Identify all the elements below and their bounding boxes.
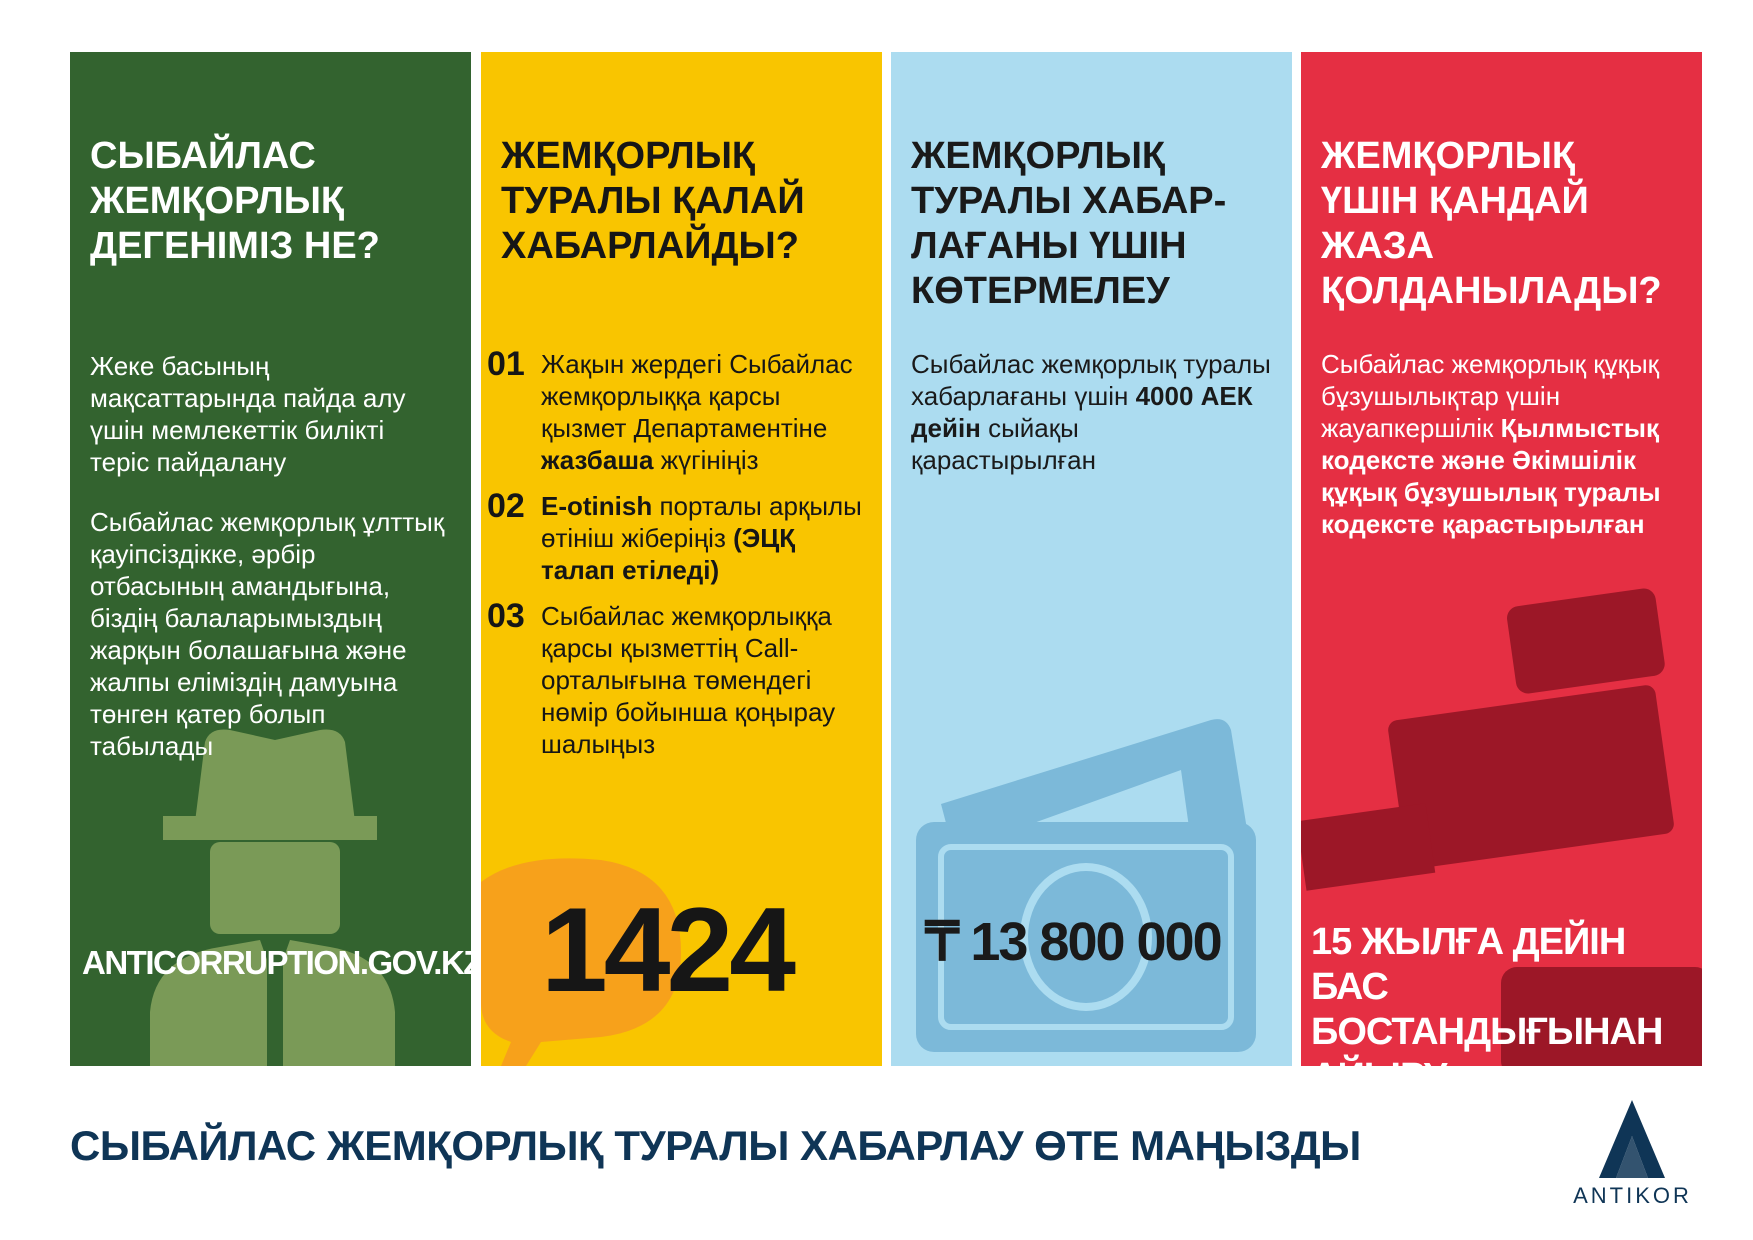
- money-illustration: [916, 719, 1256, 1052]
- title-line: ХАБАРЛАЙДЫ?: [501, 225, 799, 267]
- step: 01 Жақын жердегі Сыбайлас жемқорлыққа қа…: [487, 345, 872, 476]
- body-text: сыйақы қарастырылған: [911, 413, 1096, 475]
- step-text: Жақын жердегі Сыбайлас жемқорлыққа қарсы…: [541, 349, 853, 443]
- step: 02 E-otinish порталы арқылы өтініш жібер…: [487, 487, 872, 586]
- column: ЖЕМҚОРЛЫҚ ҮШІН ҚАНДАЙ ЖАЗА ҚОЛДАНЫЛАДЫ? …: [1301, 52, 1702, 1066]
- column: ЖЕМҚОРЛЫҚ ТУРАЛЫ ХАБАР- ЛАҒАНЫ ҮШІН КӨТЕ…: [891, 52, 1292, 1066]
- body-text: Сыбайлас жемқорлық құқық бұзушылықтар үш…: [1321, 349, 1659, 443]
- column-title: СЫБАЙЛАС ЖЕМҚОРЛЫҚ ДЕГЕНІМІЗ НЕ?: [90, 134, 380, 269]
- title-line: ЖЕМҚОРЛЫҚ: [911, 135, 1166, 177]
- phone-number[interactable]: 1424: [541, 883, 796, 1017]
- body-text-bold: 4000 АЕК дейін: [911, 381, 1253, 443]
- title-line: ЛАҒАНЫ ҮШІН: [911, 225, 1187, 267]
- title-line: ҚОЛДАНЫЛАДЫ?: [1321, 270, 1662, 312]
- penalty: 15 ЖЫЛҒА ДЕЙІН БАС БОСТАНДЫҒЫНАН АЙЫРУ: [1311, 921, 1663, 1066]
- body-text: Сыбайлас жемқорлық туралы хабарлағаны үш…: [911, 349, 1271, 411]
- step: 03 Сыбайлас жемқорлыққа қарсы қызметтің …: [487, 597, 872, 760]
- reward-amount: ₸ 13 800 000: [925, 912, 1223, 972]
- step-text: порталы арқылы өтініш жіберіңіз: [541, 491, 862, 553]
- title-line: ДЕГЕНІМІЗ НЕ?: [90, 225, 380, 267]
- paragraph: Сыбайлас жемқорлық ұлттық қауіпсіздікке,…: [90, 507, 445, 761]
- step-text-bold: жазбаша: [541, 445, 654, 475]
- bubble-illustration: [481, 858, 681, 1066]
- logo-text: ANTIKOR: [1573, 1183, 1692, 1208]
- column-title: ЖЕМҚОРЛЫҚ ҮШІН ҚАНДАЙ ЖАЗА ҚОЛДАНЫЛАДЫ?: [1321, 134, 1662, 314]
- website-link[interactable]: ANTICORRUPTION.GOV.KZ: [82, 944, 471, 981]
- paragraph: Жеке басының мақсаттарында пайда алу үші…: [90, 351, 406, 477]
- logo-mark: [1599, 1100, 1665, 1178]
- title-line: ҮШІН ҚАНДАЙ: [1321, 180, 1589, 222]
- body-text-bold: Қылмыстық кодексте және Әкімшілік құқық …: [1321, 413, 1661, 539]
- title-line: ТУРАЛЫ ҚАЛАЙ: [501, 180, 805, 222]
- title-line: ТУРАЛЫ ХАБАР-: [911, 180, 1227, 222]
- step-number: 03: [487, 597, 525, 635]
- column-body: Жеке басының мақсаттарында пайда алу үші…: [90, 350, 450, 790]
- step-text-bold: (ЭЦҚ талап етіледі): [541, 523, 796, 585]
- title-line: ЖЕМҚОРЛЫҚ: [90, 180, 345, 222]
- title-line: ЖАЗА: [1321, 225, 1435, 267]
- title-line: СЫБАЙЛАС: [90, 135, 316, 177]
- column: СЫБАЙЛАС ЖЕМҚОРЛЫҚ ДЕГЕНІМІЗ НЕ? Жеке ба…: [70, 52, 471, 1066]
- column-title: ЖЕМҚОРЛЫҚ ТУРАЛЫ ХАБАР- ЛАҒАНЫ ҮШІН КӨТЕ…: [911, 134, 1226, 314]
- steps: 01 Жақын жердегі Сыбайлас жемқорлыққа қа…: [487, 345, 872, 774]
- step-text: Сыбайлас жемқорлыққа қарсы қызметтің Cal…: [541, 601, 836, 759]
- footer-slogan: СЫБАЙЛАС ЖЕМҚОРЛЫҚ ТУРАЛЫ ХАБАРЛАУ ӨТЕ М…: [70, 1122, 1361, 1169]
- column-body: Сыбайлас жемқорлық құқық бұзушылықтар үш…: [1321, 348, 1681, 540]
- title-line: КӨТЕРМЕЛЕУ: [911, 270, 1170, 312]
- step-number: 02: [487, 487, 525, 525]
- column: ЖЕМҚОРЛЫҚ ТУРАЛЫ ҚАЛАЙ ХАБАРЛАЙДЫ? 01 Жа…: [481, 52, 882, 1066]
- step-number: 01: [487, 345, 525, 383]
- step-text: жүгініңіз: [653, 445, 759, 475]
- title-line: ЖЕМҚОРЛЫҚ: [501, 135, 756, 177]
- step-text-bold: E-otinish: [541, 491, 653, 521]
- spy-illustration: [150, 729, 395, 1066]
- column-body: Сыбайлас жемқорлық туралы хабарлағаны үш…: [911, 348, 1271, 476]
- gavel-illustration: [1301, 588, 1702, 1066]
- column-title: ЖЕМҚОРЛЫҚ ТУРАЛЫ ҚАЛАЙ ХАБАРЛАЙДЫ?: [501, 134, 805, 269]
- title-line: ЖЕМҚОРЛЫҚ: [1321, 135, 1576, 177]
